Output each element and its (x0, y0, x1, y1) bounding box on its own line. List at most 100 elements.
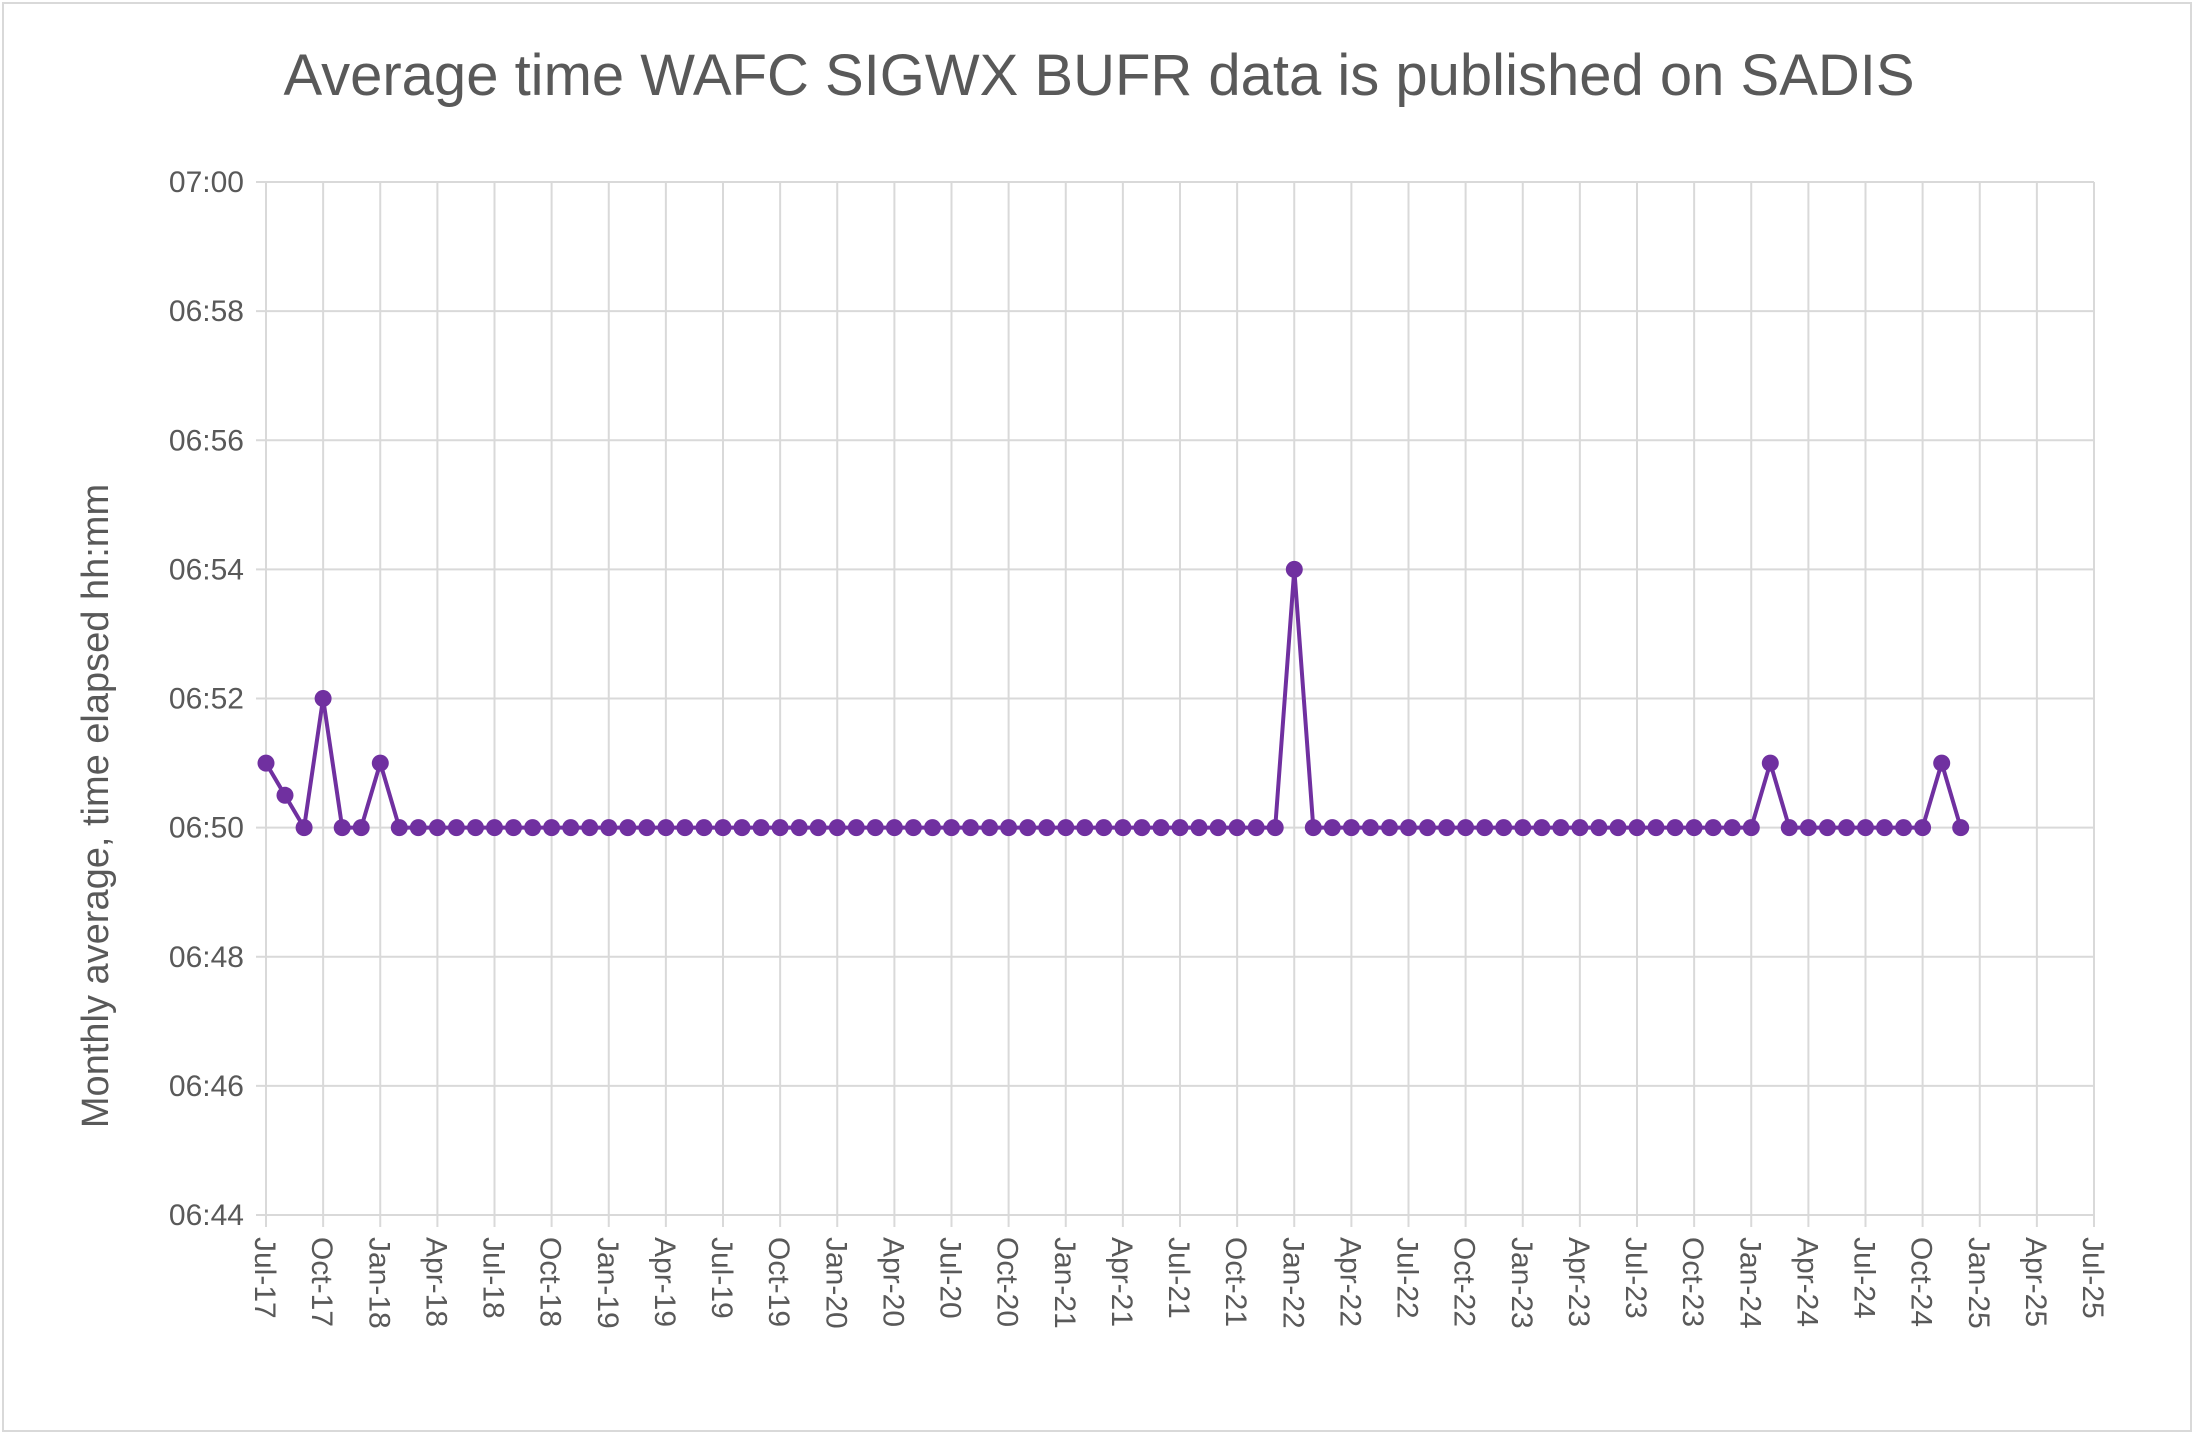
data-point (1704, 819, 1722, 837)
data-point (1609, 819, 1627, 837)
data-point (1742, 819, 1760, 837)
data-point (524, 819, 542, 837)
x-tick-label: Jan-24 (1733, 1237, 1766, 1329)
data-point (1304, 819, 1322, 837)
data-point (1647, 819, 1665, 837)
data-point (1285, 560, 1303, 578)
data-point (1590, 819, 1608, 837)
data-point (1400, 819, 1417, 837)
data-point (257, 754, 275, 772)
data-point (1799, 819, 1817, 837)
data-point (1419, 819, 1436, 837)
data-point (1152, 819, 1170, 837)
data-point (1209, 819, 1227, 837)
data-point (581, 819, 599, 837)
x-tick-labels: Jul-17 Oct-17 Jan-18 Apr-18 Jul-18 Oct-18 Jan-… (248, 1237, 2109, 1329)
data-point (962, 819, 979, 837)
x-tick-label: Oct-17 (305, 1237, 338, 1327)
data-point (638, 819, 656, 837)
data-point (1342, 819, 1360, 837)
data-point (1133, 819, 1151, 837)
data-point (1000, 819, 1018, 837)
x-tick-label: Jul-19 (705, 1237, 738, 1319)
y-tick-label: 06:46 (169, 1070, 244, 1103)
data-point (771, 819, 789, 837)
data-point (1933, 754, 1951, 772)
x-tick-label: Jan-21 (1048, 1237, 1081, 1329)
x-tick-label: Oct-19 (762, 1237, 795, 1327)
x-tick-label: Apr-24 (1790, 1237, 1823, 1327)
data-point (1571, 819, 1589, 837)
y-tick-label: 06:48 (169, 941, 244, 974)
y-tick-label: 07:00 (169, 166, 244, 199)
data-point (1876, 819, 1893, 837)
data-point (543, 819, 561, 837)
data-point (1190, 819, 1208, 837)
data-point (1723, 819, 1741, 837)
data-point (467, 819, 484, 837)
x-tick-label: Jul-24 (1848, 1237, 1881, 1319)
x-tick-label: Jan-19 (591, 1237, 624, 1329)
data-point (981, 819, 999, 837)
data-point (1266, 819, 1284, 837)
data-point (371, 754, 389, 772)
data-point (1038, 819, 1056, 837)
data-point (1247, 819, 1265, 837)
y-axis-title: Monthly average, time elapsed hh:mm (75, 484, 117, 1128)
x-tick-label: Jul-23 (1619, 1237, 1652, 1319)
data-point (695, 819, 713, 837)
vertical-gridlines (265, 182, 2095, 1227)
x-tick-label: Jul-18 (477, 1237, 510, 1319)
data-point (505, 819, 522, 837)
data-point (1952, 819, 1970, 837)
x-tick-label: Jul-21 (1162, 1237, 1195, 1319)
data-point (1381, 819, 1398, 837)
x-tick-label: Jan-18 (362, 1237, 395, 1329)
x-tick-label: Oct-18 (534, 1237, 567, 1327)
x-tick-label: Jan-25 (1962, 1237, 1995, 1329)
data-point (486, 819, 503, 837)
y-tick-label: 06:52 (169, 683, 244, 716)
data-point (904, 819, 922, 837)
data-point (714, 819, 732, 837)
x-tick-label: Jul-25 (2076, 1237, 2109, 1319)
y-tick-label: 06:58 (169, 295, 244, 328)
x-tick-label: Apr-22 (1333, 1237, 1366, 1327)
data-point (924, 819, 941, 837)
data-point (619, 819, 637, 837)
x-tick-label: Apr-21 (1105, 1237, 1138, 1327)
x-tick-label: Jul-20 (934, 1237, 967, 1319)
data-point (295, 819, 313, 837)
series-purple (257, 560, 1970, 837)
x-tick-label: Oct-23 (1676, 1237, 1709, 1327)
x-tick-label: Oct-22 (1448, 1237, 1481, 1327)
data-point (1457, 819, 1475, 837)
data-point (352, 819, 370, 837)
data-point (1857, 819, 1874, 837)
data-point (1171, 819, 1189, 837)
data-point (1552, 819, 1570, 837)
x-tick-label: Oct-24 (1905, 1237, 1938, 1327)
x-tick-label: Apr-19 (648, 1237, 681, 1327)
x-tick-label: Jul-17 (248, 1237, 281, 1319)
x-tick-label: Jan-20 (819, 1237, 852, 1329)
data-point (1361, 819, 1379, 837)
data-point (866, 819, 884, 837)
data-point (809, 819, 827, 837)
data-point (276, 786, 294, 804)
data-point (409, 819, 427, 837)
x-tick-label: Jul-22 (1391, 1237, 1424, 1319)
axes (256, 181, 2094, 1216)
data-point (943, 819, 960, 837)
y-tick-labels: 06:44 06:46 06:48 06:50 06:52 06:54 06:56 06:58… (169, 166, 244, 1232)
data-point (1895, 819, 1913, 837)
data-point (600, 819, 618, 837)
x-tick-label: Jan-23 (1505, 1237, 1538, 1329)
data-point (1514, 819, 1532, 837)
y-tick-label: 06:50 (169, 812, 244, 845)
x-tick-label: Apr-18 (419, 1237, 452, 1327)
data-point (1838, 819, 1855, 837)
data-point (1228, 819, 1246, 837)
